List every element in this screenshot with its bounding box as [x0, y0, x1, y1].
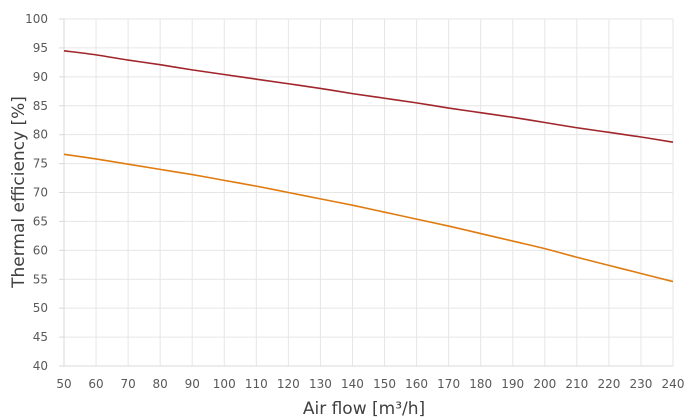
y-tick-label: 90 — [33, 70, 48, 84]
series-line-1 — [63, 50, 674, 143]
grid-lines — [63, 18, 674, 367]
x-tick-label: 160 — [405, 377, 428, 391]
series-line-2 — [63, 153, 674, 283]
y-tick-label: 60 — [33, 243, 48, 257]
x-tick-label: 120 — [277, 377, 300, 391]
x-tick-label: 90 — [185, 377, 200, 391]
x-tick-label: 80 — [153, 377, 168, 391]
x-tick-label: 190 — [501, 377, 524, 391]
x-tick-label: 240 — [662, 377, 685, 391]
x-tick-label: 150 — [373, 377, 396, 391]
y-tick-label: 85 — [33, 99, 48, 113]
x-tick-label: 200 — [533, 377, 556, 391]
x-tick-label: 180 — [469, 377, 492, 391]
y-tick-label: 75 — [33, 157, 48, 171]
x-tick-label: 220 — [597, 377, 620, 391]
y-tick-label: 45 — [33, 330, 48, 344]
y-tick-label: 80 — [33, 128, 48, 142]
y-axis-title: Thermal efficiency [%] — [9, 96, 29, 289]
y-tick-label: 100 — [25, 12, 48, 26]
x-tick-label: 100 — [213, 377, 236, 391]
x-tick-label: 210 — [565, 377, 588, 391]
y-tick-label: 50 — [33, 301, 48, 315]
x-tick-label: 230 — [629, 377, 652, 391]
axes — [59, 18, 673, 367]
x-tick-label: 110 — [245, 377, 268, 391]
series-lines — [63, 50, 674, 283]
x-tick-label: 50 — [56, 377, 71, 391]
x-axis-title: Air flow [m³/h] — [303, 399, 425, 419]
x-tick-label: 60 — [88, 377, 103, 391]
x-tick-label: 70 — [120, 377, 135, 391]
y-tick-label: 65 — [33, 214, 48, 228]
y-tick-label: 55 — [33, 272, 48, 286]
y-tick-label: 40 — [33, 359, 48, 373]
y-tick-label: 95 — [33, 41, 48, 55]
x-tick-label: 170 — [437, 377, 460, 391]
y-tick-label: 70 — [33, 186, 48, 200]
tick-labels: 40 45 50 55 60 65 70 75 80 85 90 95 100 50 60 70 80 90 100… — [25, 12, 684, 391]
x-tick-label: 140 — [341, 377, 364, 391]
x-tick-label: 130 — [309, 377, 332, 391]
